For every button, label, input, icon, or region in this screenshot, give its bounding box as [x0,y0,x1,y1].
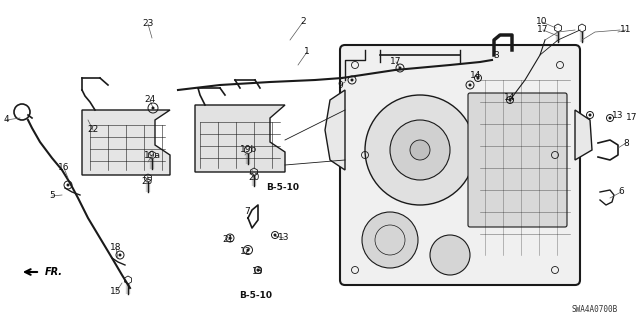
Circle shape [228,236,232,240]
Text: 11: 11 [620,26,632,34]
Circle shape [399,66,401,70]
Polygon shape [82,110,170,175]
Text: 4: 4 [3,115,9,124]
Text: 18: 18 [110,243,122,253]
Text: 3: 3 [493,50,499,60]
Text: 19b: 19b [241,145,258,154]
Circle shape [351,78,353,81]
Circle shape [390,120,450,180]
Circle shape [468,84,472,86]
Circle shape [477,77,479,79]
Circle shape [509,99,511,101]
Text: 17: 17 [627,114,637,122]
Text: 17: 17 [537,26,548,34]
Text: 17: 17 [390,57,402,66]
Polygon shape [325,90,345,170]
Text: 23: 23 [142,19,154,28]
Text: 5: 5 [49,191,55,201]
Text: 24: 24 [145,95,156,105]
Circle shape [273,234,276,236]
Text: 13: 13 [278,234,290,242]
Circle shape [430,235,470,275]
Text: 16: 16 [58,164,70,173]
Text: 21: 21 [222,235,234,244]
FancyBboxPatch shape [468,93,567,227]
Circle shape [410,140,430,160]
Text: 1: 1 [304,48,310,56]
Circle shape [609,116,611,120]
Text: 14: 14 [470,70,482,79]
Text: B-5-10: B-5-10 [239,291,273,300]
FancyBboxPatch shape [340,45,580,285]
Text: 22: 22 [88,125,99,135]
Text: SWA4A0700B: SWA4A0700B [572,306,618,315]
Text: B-5-10: B-5-10 [266,183,300,192]
Text: 13: 13 [252,268,264,277]
Circle shape [118,254,122,256]
Circle shape [257,269,259,271]
Text: 19a: 19a [143,151,161,160]
Text: 8: 8 [623,138,629,147]
Circle shape [67,183,70,187]
Text: 12: 12 [240,248,252,256]
Text: 13: 13 [612,110,624,120]
Text: 2: 2 [300,18,306,26]
Text: 14: 14 [504,93,516,102]
Circle shape [362,212,418,268]
Text: 9: 9 [337,80,343,90]
Text: 20: 20 [248,174,260,182]
Polygon shape [575,110,592,160]
Text: 15: 15 [110,287,122,296]
Circle shape [365,95,475,205]
Circle shape [589,114,591,116]
Polygon shape [195,105,285,172]
Circle shape [246,249,250,251]
Text: 7: 7 [244,207,250,217]
Text: 25: 25 [141,177,153,187]
Text: 6: 6 [618,188,624,197]
Text: 10: 10 [536,18,548,26]
Circle shape [152,107,154,109]
Text: FR.: FR. [45,267,63,277]
